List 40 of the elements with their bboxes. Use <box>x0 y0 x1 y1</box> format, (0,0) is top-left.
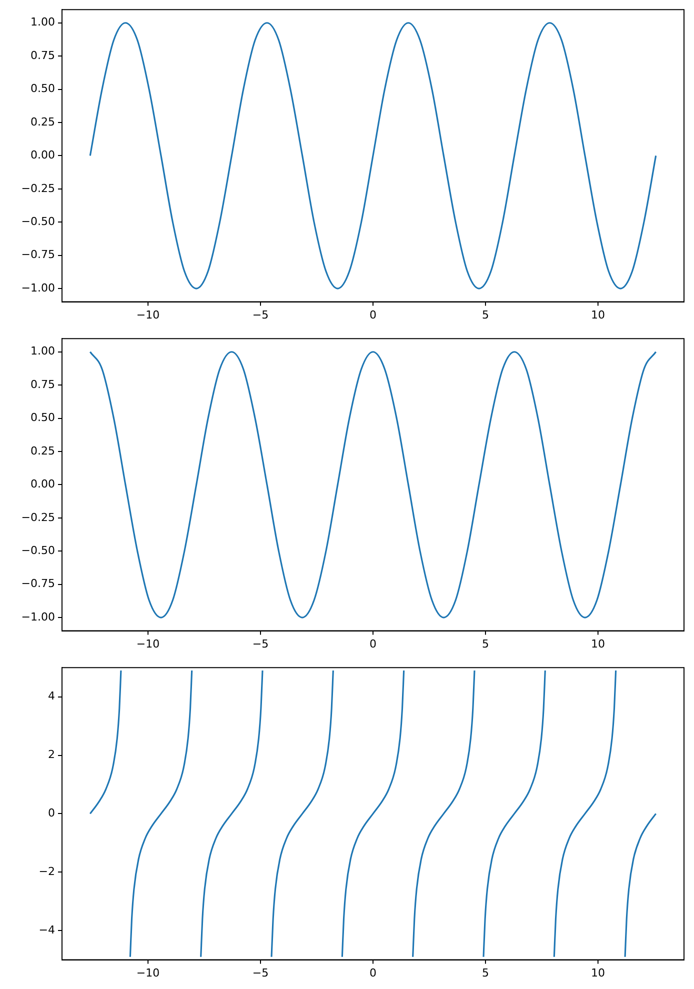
y-tick-label: −0.25 <box>21 510 55 524</box>
y-tick-label: 2 <box>48 748 55 762</box>
x-tick-label: 5 <box>482 966 490 980</box>
y-tick-label: 1.00 <box>30 344 55 358</box>
x-tick-label: 0 <box>370 637 376 650</box>
line-series <box>89 351 657 618</box>
y-tick-label: 0.00 <box>30 478 55 491</box>
y-tick-label: −0.75 <box>21 248 55 262</box>
x-tick-label: −10 <box>136 966 160 980</box>
x-tick-label: 5 <box>482 308 490 322</box>
y-tick-label: 4 <box>48 690 55 703</box>
y-tick-label: −1.00 <box>21 610 55 624</box>
y-tick-label: 0.75 <box>30 48 55 62</box>
y-tick-label: −4 <box>38 923 55 936</box>
y-tick-label: 0.25 <box>30 444 55 458</box>
y-tick-label: 0.25 <box>30 115 55 128</box>
x-tick-label: 0 <box>370 308 376 322</box>
x-tick-label: −5 <box>252 637 269 650</box>
y-tick-label: −1.00 <box>21 281 55 294</box>
x-tick-label: −5 <box>252 966 269 980</box>
x-tick-label: 5 <box>482 637 490 650</box>
y-tick-label: −0.50 <box>21 544 55 557</box>
y-tick-label: 0.00 <box>30 148 55 162</box>
y-tick-label: 0.50 <box>30 411 55 424</box>
x-tick-label: −5 <box>252 308 269 322</box>
y-tick-label: 1.00 <box>30 16 55 29</box>
y-tick-label: −0.75 <box>21 577 55 590</box>
x-tick-label: 10 <box>591 966 606 980</box>
x-tick-label: 0 <box>370 966 376 980</box>
y-tick-label: 0 <box>48 806 55 820</box>
y-tick-label: 0.75 <box>30 378 55 391</box>
x-tick-label: 10 <box>591 308 606 322</box>
y-tick-label: 0.50 <box>30 82 55 96</box>
line-series <box>89 22 657 290</box>
y-tick-label: −0.25 <box>21 182 55 195</box>
x-tick-label: −10 <box>136 308 160 322</box>
x-tick-label: 10 <box>591 637 606 650</box>
y-tick-label: −0.50 <box>21 214 55 228</box>
x-tick-label: −10 <box>136 637 160 650</box>
y-tick-label: −2 <box>38 865 55 878</box>
